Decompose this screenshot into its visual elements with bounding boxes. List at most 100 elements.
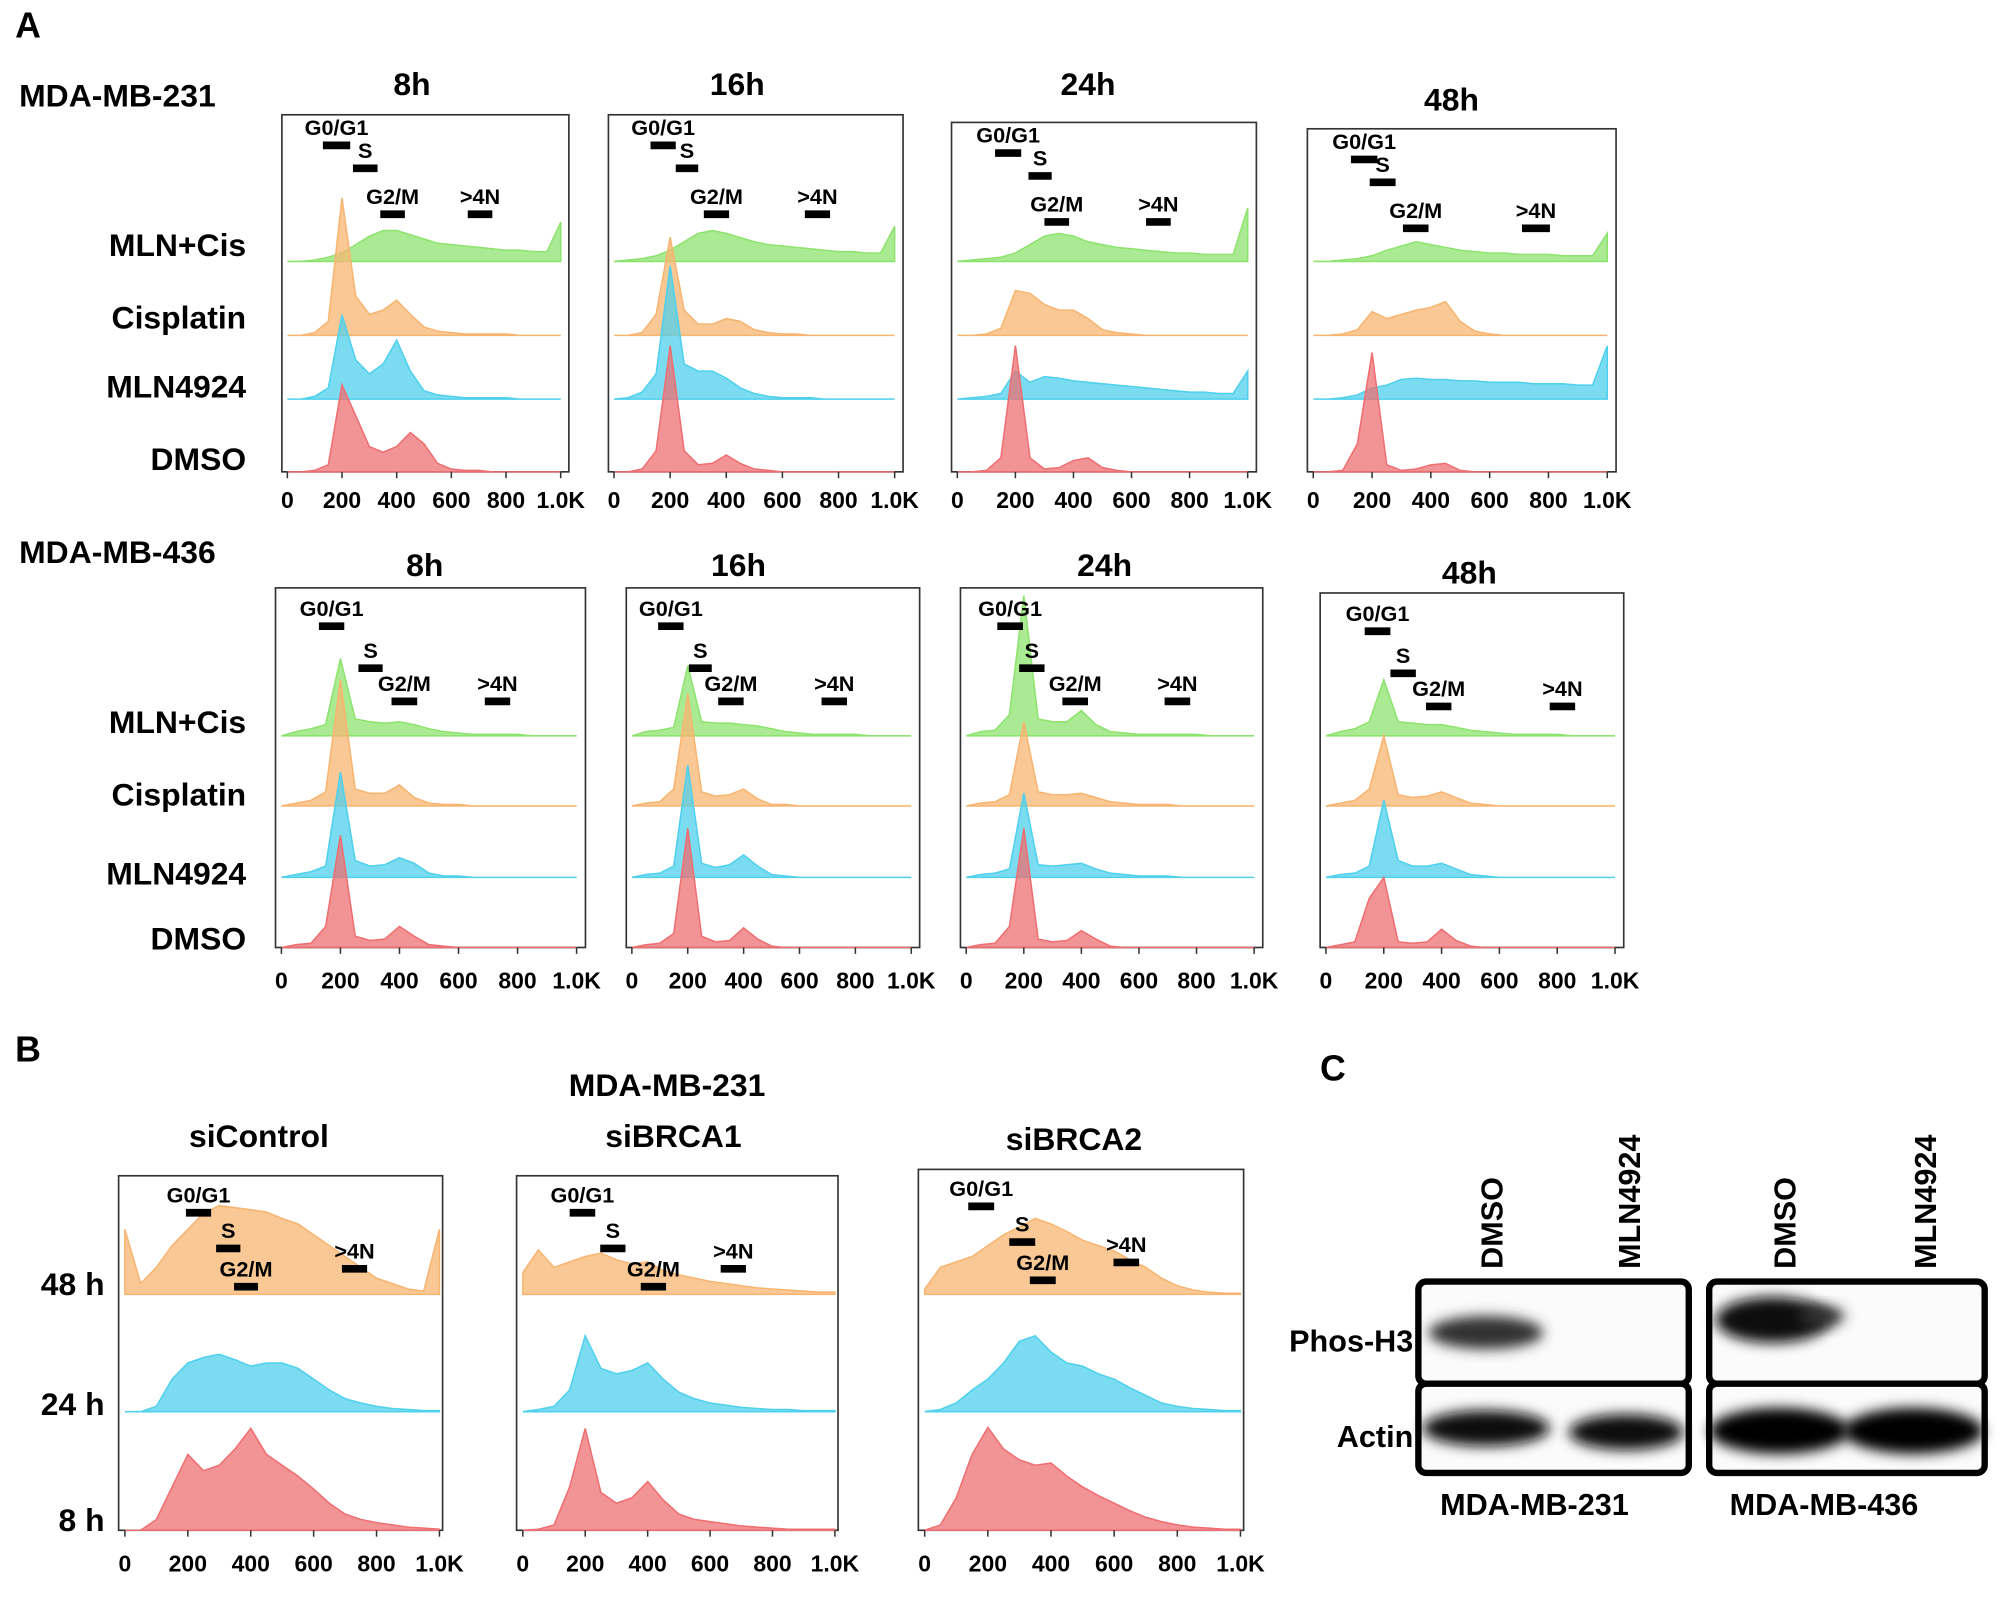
chart-title: siBRCA1 — [605, 1118, 741, 1154]
x-tick-label: 600 — [432, 487, 470, 513]
gate-label: G2/M — [378, 671, 431, 696]
x-tick-label: 0 — [608, 487, 621, 513]
gate-label: G0/G1 — [949, 1176, 1013, 1201]
gate-label: S — [1015, 1212, 1029, 1237]
gate-label: G2/M — [1030, 192, 1083, 217]
blot-band — [1422, 1410, 1550, 1447]
histogram-area — [281, 835, 577, 949]
gate-label: G0/G1 — [1346, 601, 1410, 626]
blot-row-label: Phos-H3 — [1289, 1325, 1413, 1359]
x-tick-label: 800 — [819, 487, 857, 513]
x-tick-label: 800 — [1158, 1550, 1196, 1576]
panel-label: C — [1320, 1049, 1346, 1089]
gate-label: S — [1033, 146, 1047, 171]
x-tick-label: 0 — [119, 1550, 132, 1576]
histogram-area — [631, 765, 912, 879]
cell-line-label: MDA-MB-436 — [19, 534, 216, 570]
cell-line-label: MDA-MB-231 — [569, 1067, 766, 1103]
blot-band — [1798, 1305, 1845, 1327]
x-tick-label: 600 — [1095, 1550, 1133, 1576]
x-tick-label: 200 — [323, 487, 361, 513]
plot-frame — [607, 113, 904, 473]
histogram-area — [924, 1334, 1242, 1413]
x-tick-label: 600 — [1120, 968, 1158, 994]
x-tick-label: 1.0K — [552, 968, 601, 994]
row-label: DMSO — [151, 441, 247, 477]
x-tick-label: 0 — [625, 968, 638, 994]
x-tick-label: 200 — [321, 968, 359, 994]
histogram-area — [1313, 345, 1609, 400]
histogram-area — [966, 721, 1255, 807]
blot-band — [1843, 1407, 1984, 1454]
gate-label: S — [221, 1218, 235, 1243]
panel-label: A — [15, 6, 41, 46]
x-tick-label: 1.0K — [887, 968, 936, 994]
chart-title: siControl — [189, 1118, 329, 1154]
chart-title: 8h — [393, 66, 430, 102]
x-tick-label: 600 — [294, 1550, 332, 1576]
row-label: MLN4924 — [106, 368, 246, 404]
x-tick-label: 200 — [1365, 968, 1403, 994]
gate-label: G0/G1 — [1332, 129, 1396, 154]
x-tick-label: 0 — [951, 487, 964, 513]
histogram-area — [631, 693, 912, 807]
gate-label: G0/G1 — [631, 115, 695, 140]
x-tick-label: 1.0K — [811, 1550, 860, 1576]
histogram-area — [957, 207, 1249, 263]
gate-label: G2/M — [704, 671, 757, 696]
x-tick-label: 400 — [232, 1550, 270, 1576]
chart-title: 16h — [711, 547, 766, 583]
blot-cell-line: MDA-MB-231 — [1440, 1488, 1629, 1522]
lane-label: DMSO — [1475, 1177, 1509, 1269]
blot-band — [1709, 1407, 1850, 1454]
gate-label: G0/G1 — [978, 596, 1042, 621]
western-blot — [1415, 1278, 1988, 1477]
x-tick-label: 600 — [1480, 968, 1518, 994]
gate-label: G2/M — [690, 184, 743, 209]
gate-label: S — [358, 138, 372, 163]
x-tick-label: 1.0K — [1583, 487, 1632, 513]
x-tick-label: 400 — [380, 968, 418, 994]
blot-row-label: Actin — [1337, 1420, 1413, 1454]
row-label: MLN+Cis — [109, 704, 246, 740]
histogram-area — [522, 1248, 836, 1296]
gate-label: >4N — [1106, 1232, 1146, 1257]
plot-frame — [950, 121, 1258, 473]
gate-label: >4N — [797, 184, 837, 209]
gate-label: >4N — [1138, 192, 1178, 217]
gate-label: >4N — [1516, 198, 1556, 223]
x-tick-label: 0 — [918, 1550, 931, 1576]
x-tick-label: 0 — [1307, 487, 1320, 513]
gate-label: >4N — [814, 671, 854, 696]
chart-title: 24h — [1077, 547, 1132, 583]
gate-label: G0/G1 — [305, 115, 369, 140]
histogram-area — [522, 1333, 836, 1413]
lane-label: DMSO — [1769, 1177, 1803, 1269]
histogram-area — [1313, 230, 1609, 263]
x-tick-label: 200 — [566, 1550, 604, 1576]
x-tick-label: 800 — [357, 1550, 395, 1576]
x-tick-label: 0 — [960, 968, 973, 994]
histogram-area — [924, 1425, 1242, 1532]
gate-label: G0/G1 — [639, 596, 703, 621]
x-tick-label: 1.0K — [1223, 487, 1272, 513]
row-label: Cisplatin — [112, 300, 247, 336]
x-tick-label: 200 — [1005, 968, 1043, 994]
histogram-area — [124, 1204, 441, 1296]
gate-label: S — [1375, 152, 1389, 177]
histogram-area — [124, 1353, 441, 1413]
cell-line-label: MDA-MB-231 — [19, 78, 216, 114]
x-tick-label: 600 — [1112, 487, 1150, 513]
histogram-area — [1325, 677, 1616, 737]
x-tick-label: 800 — [1170, 487, 1208, 513]
x-tick-label: 200 — [169, 1550, 207, 1576]
gate-label: S — [606, 1218, 620, 1243]
chart-title: 8h — [406, 547, 443, 583]
histogram-area — [281, 772, 577, 879]
histogram-area — [614, 237, 895, 337]
chart-title: 48h — [1442, 555, 1497, 591]
histogram-area — [966, 828, 1255, 949]
histogram-area — [614, 345, 895, 473]
